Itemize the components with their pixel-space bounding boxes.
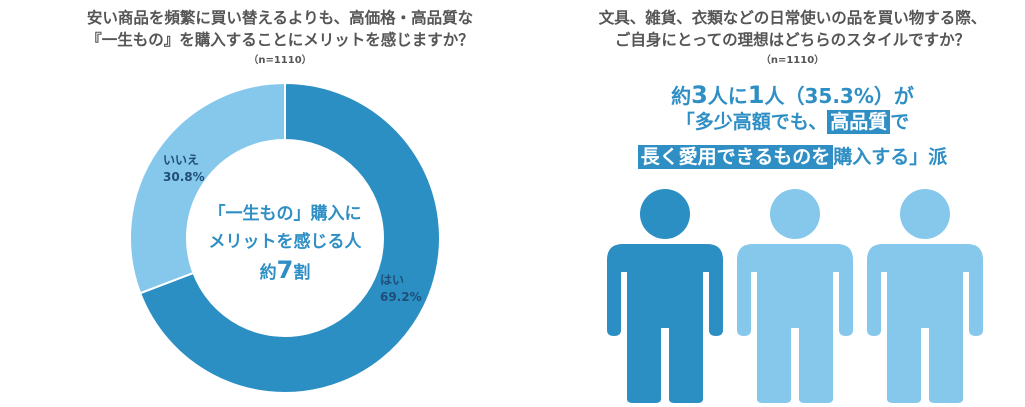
slice-label-yes: はい 69.2% (380, 272, 422, 306)
donut-center-text: 「一生もの」購入に メリットを感じる人 約7割 (185, 200, 385, 287)
left-title-line1: 安い商品を頻繁に買い替えるよりも、高価格・高品質な (86, 9, 474, 27)
center-suffix: 割 (293, 263, 311, 283)
people-pictogram (590, 188, 1020, 403)
right-title-line1: 文具、雑貨、衣類などの日常使いの品を買い物する際、 (598, 9, 987, 27)
slice-label-yes-value: 69.2% (380, 290, 422, 304)
center-line1: 「一生もの」購入に (208, 204, 362, 224)
center-line3: 約7割 (185, 256, 385, 287)
person-icon (865, 188, 985, 403)
right-panel: 文具、雑貨、衣類などの日常使いの品を買い物する際、 ご自身にとっての理想はどちら… (560, 0, 1025, 407)
slice-label-no-value: 30.8% (163, 170, 205, 184)
headline-highlight-quality: 高品質 (827, 110, 891, 134)
headline-ratio-suffix: 人（35.3%）が (764, 84, 914, 108)
slice-label-no: いいえ 30.8% (163, 152, 205, 186)
donut-slice-yes (138, 81, 441, 394)
slice-label-yes-category: はい (380, 273, 405, 287)
left-panel: 安い商品を頻繁に買い替えるよりも、高価格・高品質な 『一生もの』を購入することに… (86, 9, 474, 394)
headline-ratio-prefix: 約 (671, 84, 692, 108)
headline-ratio-mid: 人に (707, 84, 748, 108)
center-line2: メリットを感じる人 (208, 232, 362, 252)
center-value: 7 (276, 256, 294, 284)
headline-highlight-longuse: 長く愛用できるものを (637, 145, 834, 169)
center-prefix: 約 (259, 263, 277, 283)
headline-line2-end: で (890, 111, 910, 133)
right-title-line2: ご自身にとっての理想はどちらのスタイルですか？ (614, 31, 971, 49)
headline-ratio-num2: 1 (747, 81, 765, 109)
headline-ratio: 約3人に1人（35.3%）が (560, 80, 1025, 109)
headline-line2: 「多少高額でも、 高品質で (560, 107, 1025, 134)
headline-line2-text: 「多少高額でも、 (675, 111, 828, 133)
left-title-line2: 『一生もの』を購入することにメリットを感じますか？ (86, 31, 474, 49)
person-icon (735, 188, 855, 403)
headline-line3: 長く愛用できるものを 購入する」派 (560, 142, 1025, 169)
person-icon (605, 188, 725, 403)
headline-line3-end: 購入する」派 (833, 146, 948, 168)
slice-label-no-category: いいえ (163, 153, 200, 167)
headline-ratio-num1: 3 (691, 81, 708, 109)
right-sample-size: （n=1110） (760, 55, 825, 66)
left-sample-size: （n=1110） (248, 55, 312, 66)
donut-slice-no (129, 81, 286, 295)
donut-chart (129, 81, 441, 394)
